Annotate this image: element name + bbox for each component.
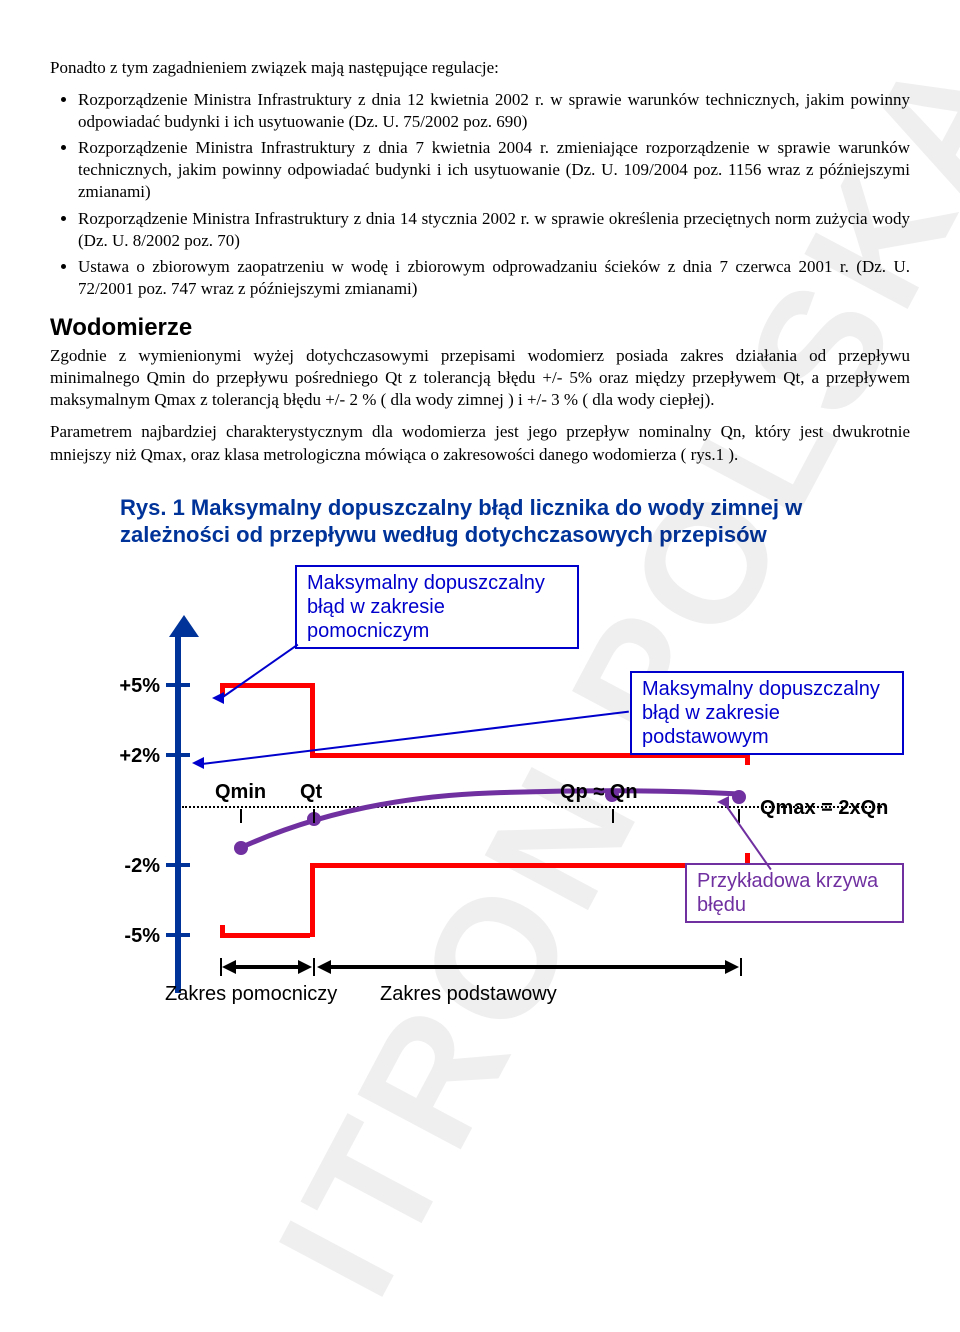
x-tick	[240, 809, 242, 823]
y-tick	[166, 933, 190, 937]
arrow-right-icon	[298, 960, 312, 974]
range-label-base: Zakres podstawowy	[380, 981, 557, 1007]
callout-box-example: Przykładowa krzywa błędu	[685, 863, 904, 923]
x-label-qmax: Qmax = 2xQn	[760, 795, 888, 821]
chart-area: +5% +2% -2% -5% Qmin Qt Qp ≈	[70, 563, 900, 1003]
figure: Rys. 1 Maksymalny dopuszczalny błąd licz…	[50, 494, 910, 1003]
list-item: Ustawa o zbiorowym zaopatrzeniu w wodę i…	[78, 256, 910, 300]
callout-box-base: Maksymalny dopuszczalny błąd w zakresie …	[630, 671, 904, 755]
paragraph: Parametrem najbardziej charakterystyczny…	[50, 421, 910, 465]
y-tick	[166, 863, 190, 867]
red-step	[310, 683, 315, 753]
list-item: Rozporządzenie Ministra Infrastruktury z…	[78, 137, 910, 203]
range-bar	[329, 965, 727, 969]
arrow-head-icon	[192, 757, 204, 769]
curve-point	[732, 790, 746, 804]
range-bar	[234, 965, 300, 969]
curve-point	[234, 841, 248, 855]
x-label-qpqn: Qp ≈ Qn	[560, 779, 638, 805]
x-tick	[612, 809, 614, 823]
range-tick	[313, 958, 315, 976]
red-step	[220, 933, 310, 938]
arrow-head-icon	[717, 796, 729, 808]
x-label-qmin: Qmin	[215, 779, 266, 805]
y-tick	[166, 753, 190, 757]
arrow-head-icon	[212, 692, 224, 704]
y-tick	[166, 683, 190, 687]
y-tick-label: +5%	[100, 673, 160, 699]
figure-title: Rys. 1 Maksymalny dopuszczalny błąd licz…	[120, 494, 910, 549]
range-label-aux: Zakres pomocniczy	[165, 981, 337, 1007]
y-axis	[175, 633, 181, 993]
y-tick-label: -2%	[100, 853, 160, 879]
arrow-right-icon	[725, 960, 739, 974]
x-label-qt: Qt	[300, 779, 322, 805]
list-item: Rozporządzenie Ministra Infrastruktury z…	[78, 89, 910, 133]
y-tick-label: -5%	[100, 923, 160, 949]
section-heading: Wodomierze	[50, 312, 910, 343]
red-step	[310, 863, 315, 937]
y-tick-label: +2%	[100, 743, 160, 769]
red-step	[310, 863, 750, 868]
paragraph: Zgodnie z wymienionymi wyżej dotychczaso…	[50, 345, 910, 411]
callout-box-aux: Maksymalny dopuszczalny błąd w zakresie …	[295, 565, 579, 649]
intro-text: Ponadto z tym zagadnieniem związek mają …	[50, 57, 910, 79]
regulation-list: Rozporządzenie Ministra Infrastruktury z…	[78, 89, 910, 300]
list-item: Rozporządzenie Ministra Infrastruktury z…	[78, 208, 910, 252]
callout-arrow	[219, 643, 298, 699]
range-tick	[740, 958, 742, 976]
x-tick	[313, 809, 315, 823]
